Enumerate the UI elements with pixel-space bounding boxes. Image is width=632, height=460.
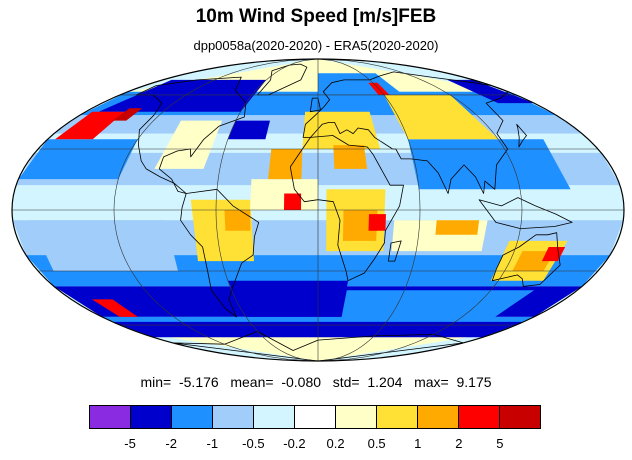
colorbar-label: 1 [414,436,422,451]
field-patch [408,139,571,190]
field-patch [112,108,143,121]
globe-border [11,58,625,362]
field-patch [384,94,499,140]
colorbar-label: -2 [165,436,177,451]
continent-japan [516,123,527,148]
colorbar-label: 0.5 [367,436,386,451]
field-patch [227,280,348,317]
graticule [12,59,624,361]
longitude-line [317,59,523,361]
map-title: 10m Wind Speed [m/s]FEB [195,6,437,27]
field-patch [98,79,267,112]
continent-north-america [136,76,247,194]
stat-mean-label: mean= [230,374,274,390]
continent-australia [491,232,561,287]
field-patch [227,120,270,140]
field-patch [333,145,368,169]
colorbar-swatch [418,406,459,428]
stat-std-value: 1.204 [367,374,403,390]
colorbar-swatch [500,406,540,428]
field-patch [18,139,138,180]
colorbar-swatch [254,406,295,428]
statistics-line: min= -5.176 mean= -0.080 std= 1.204 max=… [0,374,632,390]
continent-madagascar [387,240,402,262]
colorbar-label: -5 [124,436,136,451]
colorbar-label: -0.2 [283,436,306,451]
continent-europe-asia [302,71,509,194]
colorbar-swatch [295,406,336,428]
longitude-line [113,59,319,361]
field-patch [435,220,480,235]
stat-min-label: min= [140,374,172,390]
field-patch [302,111,381,149]
continent-africa [289,135,404,282]
field-patch [224,210,251,231]
stat-max-value: 9.175 [456,374,492,390]
colorbar-swatch [377,406,418,428]
stat-max-label: max= [414,374,449,390]
field-patch [154,120,223,169]
field-patch [55,111,125,140]
colorbar [89,405,541,429]
colorbar-label: 0.2 [326,436,345,451]
field-patch [447,79,535,104]
wind-speed-difference-map [11,58,625,362]
field-patch [268,149,303,180]
field-patch [340,290,535,326]
map-subtitle: dpp0058a(2020-2020) - ERA5(2020-2020) [193,38,439,53]
longitude-line [317,59,421,361]
continent-south-america [180,188,260,318]
longitude-line [215,59,319,361]
stat-min-value: -5.176 [178,374,219,390]
colorbar-labels: -5 -2 -1 -0.5 -0.2 0.2 0.5 1 2 5 [89,436,541,454]
colorbar-swatch [90,406,131,428]
colorbar-label: -1 [206,436,219,451]
field-patch [91,299,138,317]
continent-indonesia [478,197,573,230]
stat-mean-value: -0.080 [281,374,322,390]
field-patch [29,220,179,271]
colorbar-swatch [459,406,500,428]
colorbar-label: -0.5 [242,436,265,451]
colorbar-swatch [336,406,377,428]
field-patch [368,214,386,231]
stat-std-label: std= [332,374,360,390]
field-patch [343,210,378,241]
colorbar-swatch [213,406,254,428]
continent-outlines [136,63,573,361]
colorbar-label: 2 [455,436,463,451]
colorbar-swatch [172,406,213,428]
continent-greenland [257,63,308,96]
field-patch [284,193,302,210]
field-patch [250,179,318,210]
continent-antarctica [172,330,464,361]
colorbar-label: 5 [496,436,504,451]
colorbar-swatch [131,406,172,428]
